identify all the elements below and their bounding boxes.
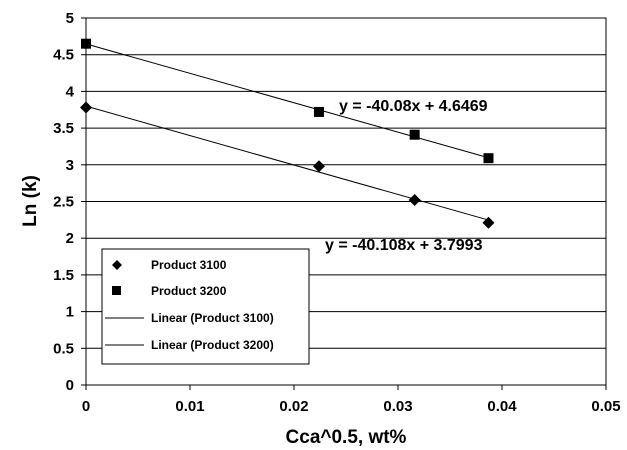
x-tick-label: 0.01 xyxy=(175,398,204,415)
point-product-3100 xyxy=(312,160,325,173)
y-tick-label: 5 xyxy=(66,10,74,27)
trendlines xyxy=(85,43,489,221)
point-product-3100 xyxy=(80,101,92,114)
point-product-3200 xyxy=(483,153,494,164)
y-tick-label: 0.5 xyxy=(53,340,74,357)
y-tick-label: 3.5 xyxy=(53,120,74,137)
y-tick-label: 0 xyxy=(66,377,74,394)
x-tick-label: 0.02 xyxy=(279,398,308,415)
y-tick-label: 2 xyxy=(66,230,74,247)
y-tick-label: 4.5 xyxy=(53,47,74,64)
y-tick-label: 3 xyxy=(66,157,74,174)
x-tick-label: 0.04 xyxy=(487,398,517,415)
legend-label-linear-3200: Linear (Product 3200) xyxy=(151,338,274,352)
legend-diamond-marker xyxy=(112,260,122,270)
point-product-3100 xyxy=(482,216,495,229)
legend-square-marker xyxy=(112,286,121,295)
point-product-3100 xyxy=(408,194,421,207)
trendline-1 xyxy=(85,43,489,159)
y-tick-label: 1.5 xyxy=(53,267,74,284)
y-axis-title: Ln (k) xyxy=(20,175,41,227)
point-product-3200 xyxy=(81,38,91,49)
x-axis-title: Cca^0.5, wt% xyxy=(286,427,407,448)
axes: 0 0.5 1 1.5 2 2.5 3 3.5 4 4.5 5 0 0.01 0.02 0.03 0.04 0.… xyxy=(53,10,620,415)
equation-product-3200: y = -40.08x + 4.6469 xyxy=(339,98,488,115)
legend-label-product-3200: Product 3200 xyxy=(151,284,227,298)
x-tick-label: 0.05 xyxy=(591,398,620,415)
y-tick-label: 2.5 xyxy=(53,194,74,211)
data-marks xyxy=(80,38,495,229)
legend: Product 3100 Product 3200 Linear (Produc… xyxy=(101,248,310,365)
equation-product-3100: y = -40.108x + 3.7993 xyxy=(325,237,483,254)
legend-label-linear-3100: Linear (Product 3100) xyxy=(151,311,274,325)
y-tick-label: 4 xyxy=(66,83,75,100)
point-product-3200 xyxy=(409,129,420,140)
x-tick-label: 0 xyxy=(82,398,90,415)
point-product-3200 xyxy=(313,106,324,117)
legend-label-product-3100: Product 3100 xyxy=(151,258,227,272)
trendline-0 xyxy=(85,105,489,221)
x-tick-label: 0.03 xyxy=(383,398,412,415)
y-tick-label: 1 xyxy=(66,304,74,321)
